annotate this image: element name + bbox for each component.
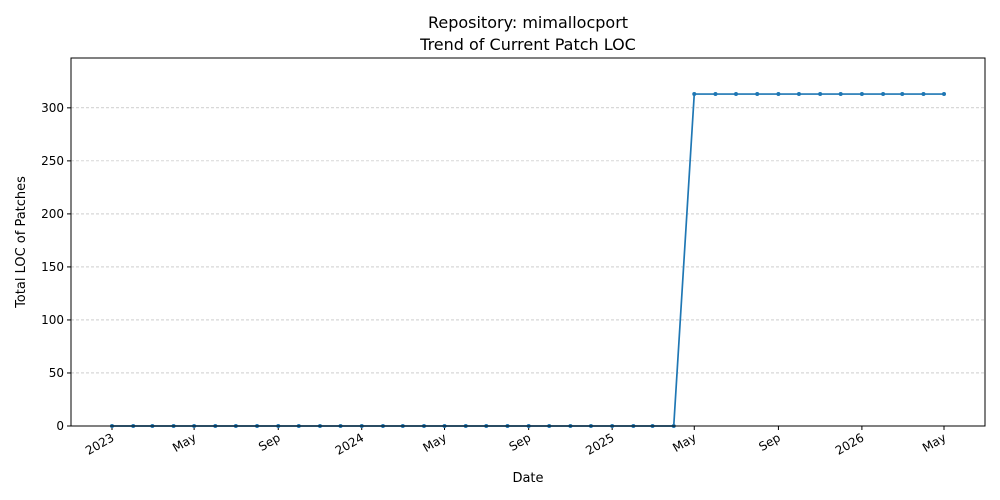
x-tick-label: Sep (756, 430, 783, 453)
y-tick-label: 250 (41, 154, 64, 168)
grid-layer (71, 107, 985, 374)
data-point (755, 92, 760, 97)
x-tick-label: 2024 (333, 430, 366, 457)
x-axis-label: Date (512, 471, 543, 486)
data-point (734, 92, 738, 97)
x-tick-label: May (670, 430, 698, 455)
y-tick-label: 50 (49, 366, 64, 380)
y-tick-label: 200 (41, 207, 64, 221)
y-axis: 0 50 100 150 200 250 300 (41, 101, 71, 433)
series-line (112, 93, 944, 427)
series-layer (110, 92, 946, 428)
data-point (838, 92, 843, 97)
x-tick-label: May (920, 430, 948, 455)
x-tick-label: 2025 (583, 430, 616, 457)
x-tick-label: Sep (507, 430, 534, 453)
x-tick-label: May (421, 430, 449, 455)
data-point (921, 92, 926, 97)
y-tick-label: 150 (41, 260, 64, 274)
data-point (881, 92, 886, 97)
x-tick-label: 2023 (83, 430, 116, 457)
y-tick-label: 0 (56, 419, 64, 433)
data-point (900, 92, 905, 97)
x-tick-label: May (170, 430, 198, 455)
y-tick-label: 100 (41, 313, 64, 327)
data-point (796, 92, 801, 97)
x-tick-label: 2026 (833, 430, 866, 457)
data-point (859, 92, 864, 97)
data-point (692, 92, 697, 97)
data-point (942, 92, 946, 97)
chart-title: Repository: mimallocport (428, 13, 628, 32)
data-point (713, 92, 718, 97)
x-axis: 2023 May Sep 2024 May Sep 2025 May Sep 2026 May (83, 426, 949, 458)
data-point (776, 92, 781, 97)
data-point (818, 92, 823, 97)
plot-frame (70, 57, 986, 427)
chart-subtitle: Trend of Current Patch LOC (419, 35, 636, 54)
y-axis-label: Total LOC of Patches (14, 176, 29, 309)
y-tick-label: 300 (41, 101, 64, 115)
x-tick-label: Sep (256, 430, 283, 453)
